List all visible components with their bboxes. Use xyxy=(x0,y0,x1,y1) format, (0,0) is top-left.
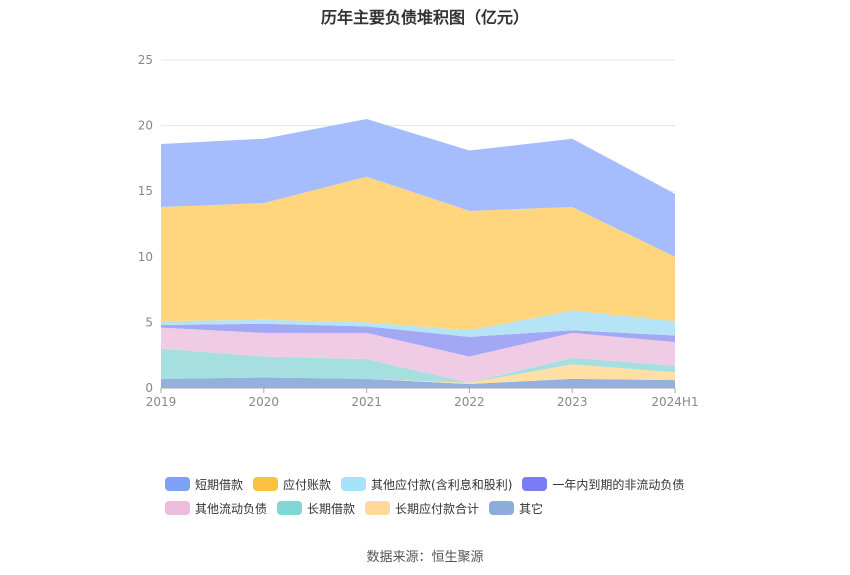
area-长期应付款合计 xyxy=(161,364,675,385)
legend-item[interactable]: 应付账款 xyxy=(253,476,331,493)
legend-row: 其他流动负债 长期借款 长期应付款合计 其它 xyxy=(165,496,725,520)
y-tick-label: 0 xyxy=(145,381,153,395)
legend-swatch xyxy=(253,477,279,491)
legend-label: 其它 xyxy=(519,501,544,516)
legend-item[interactable]: 其它 xyxy=(489,500,543,517)
legend-swatch xyxy=(489,501,515,515)
stacked-area-chart: 0 5 10 15 20 25 2019 2020 2021 2022 2023 2024H1 xyxy=(138,53,699,409)
legend-label: 应付账款 xyxy=(283,477,332,492)
area-其他应付款(含利息和股利) xyxy=(161,310,675,337)
area-应付账款 xyxy=(161,176,675,331)
legend-swatch xyxy=(165,477,190,491)
area-一年内到期的非流动负债 xyxy=(161,323,675,357)
area-其他流动负债 xyxy=(161,327,675,383)
y-tick-label: 5 xyxy=(145,315,153,329)
legend-row: 短期借款 应付账款 其他应付款(含利息和股利) 一年内到期的非流动负债 xyxy=(165,472,725,496)
legend-item[interactable]: 其他应付款(含利息和股利) xyxy=(341,476,512,493)
y-tick-label: 15 xyxy=(138,184,153,198)
x-tick-label: 2020 xyxy=(249,395,280,409)
legend-label: 其他应付款(含利息和股利) xyxy=(371,477,513,492)
legend-item[interactable]: 其他流动负债 xyxy=(165,500,267,517)
x-tick-label: 2022 xyxy=(454,395,485,409)
x-tick-label: 2024H1 xyxy=(651,395,698,409)
y-tick-label: 25 xyxy=(138,53,153,67)
legend-item[interactable]: 长期应付款合计 xyxy=(365,500,479,517)
legend-label: 长期借款 xyxy=(307,501,356,516)
x-tick-label: 2019 xyxy=(146,395,177,409)
y-tick-label: 20 xyxy=(138,119,153,133)
legend-item[interactable]: 长期借款 xyxy=(277,500,355,517)
chart-title: 历年主要负债堆积图（亿元） xyxy=(320,8,529,27)
legend-swatch xyxy=(341,477,367,491)
legend-swatch xyxy=(277,501,303,515)
legend-item[interactable]: 短期借款 xyxy=(165,476,243,493)
legend-label: 短期借款 xyxy=(195,477,244,492)
x-tick-label: 2021 xyxy=(351,395,382,409)
legend-swatch xyxy=(365,501,391,515)
chart-legend: 短期借款 应付账款 其他应付款(含利息和股利) 一年内到期的非流动负债其他流动负债 长期… xyxy=(165,472,725,520)
legend-label: 其他流动负债 xyxy=(195,501,268,516)
area-长期借款 xyxy=(161,348,675,383)
area-短期借款 xyxy=(161,119,675,257)
legend-swatch xyxy=(522,477,548,491)
data-source: 数据来源：恒生聚源 xyxy=(366,550,484,565)
x-tick-label: 2023 xyxy=(557,395,588,409)
legend-label: 一年内到期的非流动负债 xyxy=(552,477,685,492)
legend-item[interactable]: 一年内到期的非流动负债 xyxy=(522,476,684,493)
y-tick-label: 10 xyxy=(138,250,153,264)
area-其它 xyxy=(161,377,675,388)
legend-label: 长期应付款合计 xyxy=(395,501,480,516)
legend-swatch xyxy=(165,501,190,515)
